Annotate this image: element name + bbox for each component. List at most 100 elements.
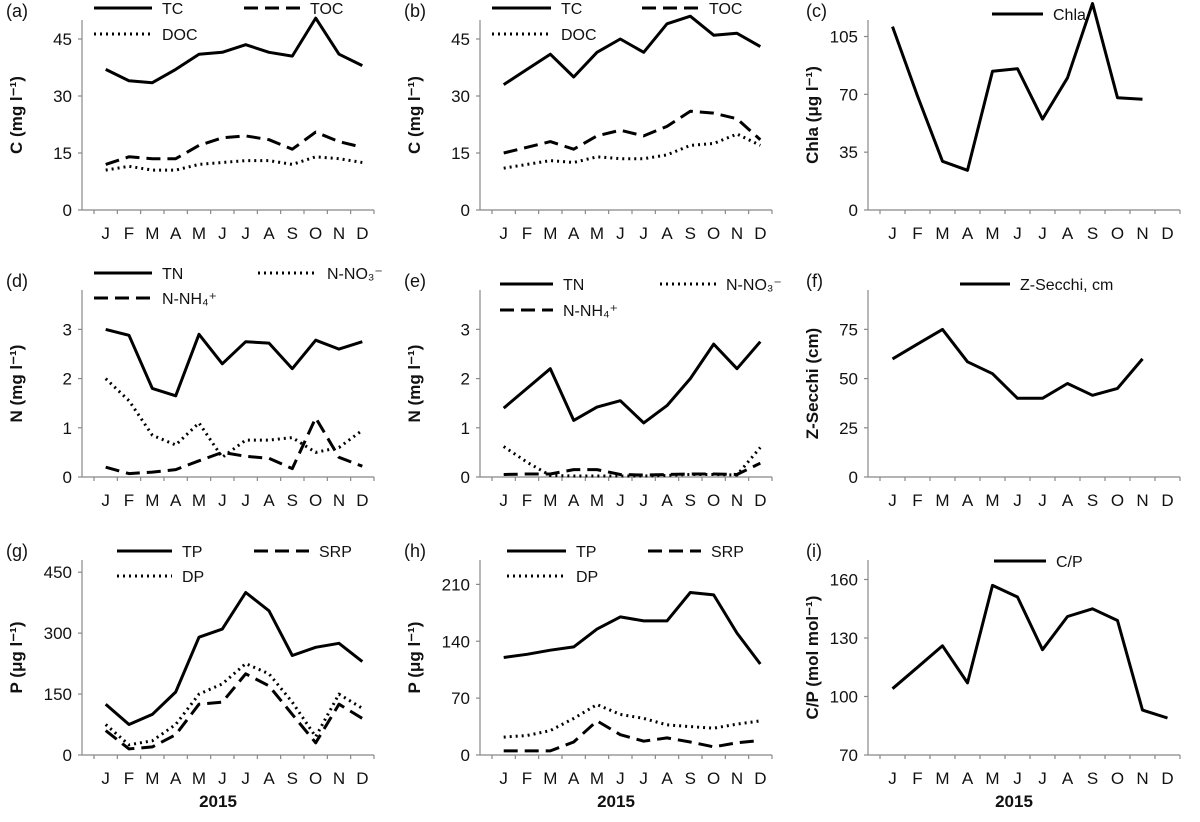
- panel-i-x-axis-title: 2015: [995, 792, 1033, 811]
- panel-i-y-tick-label: 160: [830, 571, 858, 590]
- panel-c-x-tick-label: M: [985, 224, 999, 243]
- panel-a-legend-label: DOC: [162, 27, 198, 44]
- panel-i-label: (i): [806, 541, 822, 561]
- panel-b-label: (b): [404, 1, 426, 21]
- panel-b-x-tick-label: A: [568, 224, 580, 243]
- panel-h-x-tick-label: N: [731, 769, 743, 788]
- panel-b-legend-label: TC: [561, 1, 582, 18]
- panel-a-x-tick-label: A: [263, 224, 275, 243]
- panel-g-x-tick-label: J: [241, 769, 250, 788]
- panel-g-x-tick-label: S: [287, 769, 298, 788]
- panel-d-legend-label: N-NO₃⁻: [327, 266, 383, 283]
- panel-h-legend-label: SRP: [711, 544, 744, 561]
- panel-a-y-tick-label: 45: [53, 30, 72, 49]
- panel-d-x-tick-label: J: [241, 491, 250, 510]
- panel-d-series-n-nh--line: [105, 416, 363, 476]
- panel-e-x-tick-label: J: [499, 491, 508, 510]
- panel-f-label: (f): [806, 271, 823, 291]
- panel-b-y-tick-label: 15: [451, 144, 470, 163]
- panel-e-y-tick-label: 2: [461, 370, 470, 389]
- panel-b-legend-label: TOC: [709, 1, 742, 18]
- panel-c-x-tick-label: J: [1038, 224, 1047, 243]
- panel-f-y-tick-label: 25: [839, 419, 858, 438]
- panel-h-y-tick-label: 140: [442, 632, 470, 651]
- panel-g-x-tick-label: M: [192, 769, 206, 788]
- panel-a-label: (a): [6, 1, 28, 21]
- panel-d-y-axis-title: N (mg l⁻¹): [7, 345, 26, 423]
- panel-a-y-tick-label: 0: [63, 201, 72, 220]
- panel-i-y-tick-label: 70: [839, 746, 858, 765]
- panel-f-x-tick-label: J: [1013, 491, 1022, 510]
- panel-f-y-tick-label: 50: [839, 370, 858, 389]
- panel-f-legend-label: Z-Secchi, cm: [1020, 277, 1113, 294]
- panel-i-x-tick-label: J: [1038, 769, 1047, 788]
- panel-e-y-axis-title: N (mg l⁻¹): [405, 345, 424, 423]
- panel-a-x-tick-label: M: [192, 224, 206, 243]
- panel-f-x-tick-label: A: [962, 491, 974, 510]
- panel-e-x-tick-label: D: [754, 491, 766, 510]
- panel-f-x-tick-label: S: [1087, 491, 1098, 510]
- panel-c-label: (c): [806, 1, 827, 21]
- panel-a-legend-label: TOC: [310, 1, 343, 18]
- panel-f-x-tick-label: F: [912, 491, 922, 510]
- panel-f-x-tick-label: D: [1161, 491, 1173, 510]
- panel-h-x-tick-label: M: [590, 769, 604, 788]
- panel-e-legend-label: N-NH₄⁺: [563, 303, 618, 320]
- panel-c-y-tick-label: 35: [839, 143, 858, 162]
- panel-g-x-tick-label: A: [170, 769, 182, 788]
- panel-e-series-n-nh--line: [503, 461, 761, 477]
- panel-h-y-axis-title: P (μg l⁻¹): [405, 622, 424, 694]
- panel-b-y-tick-label: 30: [451, 87, 470, 106]
- panel-h-label: (h): [404, 541, 426, 561]
- panel-f-x-tick-label: N: [1136, 491, 1148, 510]
- panel-f-y-tick-label: 75: [839, 320, 858, 339]
- panel-i-x-tick-label: M: [985, 769, 999, 788]
- panel-f-x-tick-label: A: [1062, 491, 1074, 510]
- panel-f-x-tick-label: J: [1038, 491, 1047, 510]
- panel-a-series-tc-line: [105, 16, 363, 85]
- panel-a-series-doc-line: [105, 155, 363, 172]
- panel-h-x-axis-title: 2015: [597, 792, 635, 811]
- panel-c-y-tick-label: 105: [830, 28, 858, 47]
- panel-e-x-tick-label: O: [707, 491, 720, 510]
- panel-b-x-tick-label: F: [522, 224, 532, 243]
- panel-e-label: (e): [404, 271, 426, 291]
- panel-i-x-tick-label: F: [912, 769, 922, 788]
- panel-g-x-tick-label: J: [101, 769, 110, 788]
- panel-f-series-z-secchi-cm-line: [891, 327, 1144, 400]
- panel-d-series-n-no--line: [104, 377, 364, 459]
- panel-a-x-tick-label: N: [333, 224, 345, 243]
- panel-a-x-tick-label: J: [218, 224, 227, 243]
- panel-c-x-tick-label: S: [1087, 224, 1098, 243]
- panel-i-y-axis-title: C/P (mol mol⁻¹): [803, 596, 822, 720]
- panel-d-x-tick-label: A: [263, 491, 275, 510]
- panel-c-y-axis-title: Chla (μg l⁻¹): [803, 66, 822, 164]
- panel-b-y-axis-title: C (mg l⁻¹): [405, 76, 424, 154]
- panel-f-x-tick-label: J: [888, 491, 897, 510]
- panel-h-series-srp-line: [503, 719, 761, 753]
- panel-g-y-tick-label: 450: [44, 563, 72, 582]
- panel-g-y-tick-label: 300: [44, 624, 72, 643]
- panel-e-x-tick-label: S: [685, 491, 696, 510]
- panel-d-x-tick-label: A: [170, 491, 182, 510]
- panel-b-x-tick-label: M: [543, 224, 557, 243]
- panel-h-legend-label: DP: [576, 569, 598, 586]
- panel-d-x-tick-label: D: [356, 491, 368, 510]
- panel-f-x-tick-label: M: [985, 491, 999, 510]
- panel-f-y-axis-title: Z-Secchi (cm): [803, 328, 822, 439]
- panel-a-x-tick-label: M: [145, 224, 159, 243]
- panel-i-y-tick-label: 100: [830, 688, 858, 707]
- panel-a-y-tick-label: 30: [53, 87, 72, 106]
- panel-d-y-tick-label: 2: [63, 370, 72, 389]
- panel-g-x-tick-label: M: [145, 769, 159, 788]
- panel-d-series-tn-line: [105, 327, 363, 398]
- panel-a-x-tick-label: O: [309, 224, 322, 243]
- panel-i-series-c-p-line: [891, 583, 1168, 720]
- panel-i-x-tick-label: A: [1062, 769, 1074, 788]
- panel-b-x-tick-label: M: [590, 224, 604, 243]
- panel-d-y-tick-label: 0: [63, 468, 72, 487]
- panel-b-x-tick-label: O: [707, 224, 720, 243]
- panel-i-x-tick-label: J: [888, 769, 897, 788]
- panel-g-x-tick-label: O: [309, 769, 322, 788]
- panel-g-x-tick-label: D: [356, 769, 368, 788]
